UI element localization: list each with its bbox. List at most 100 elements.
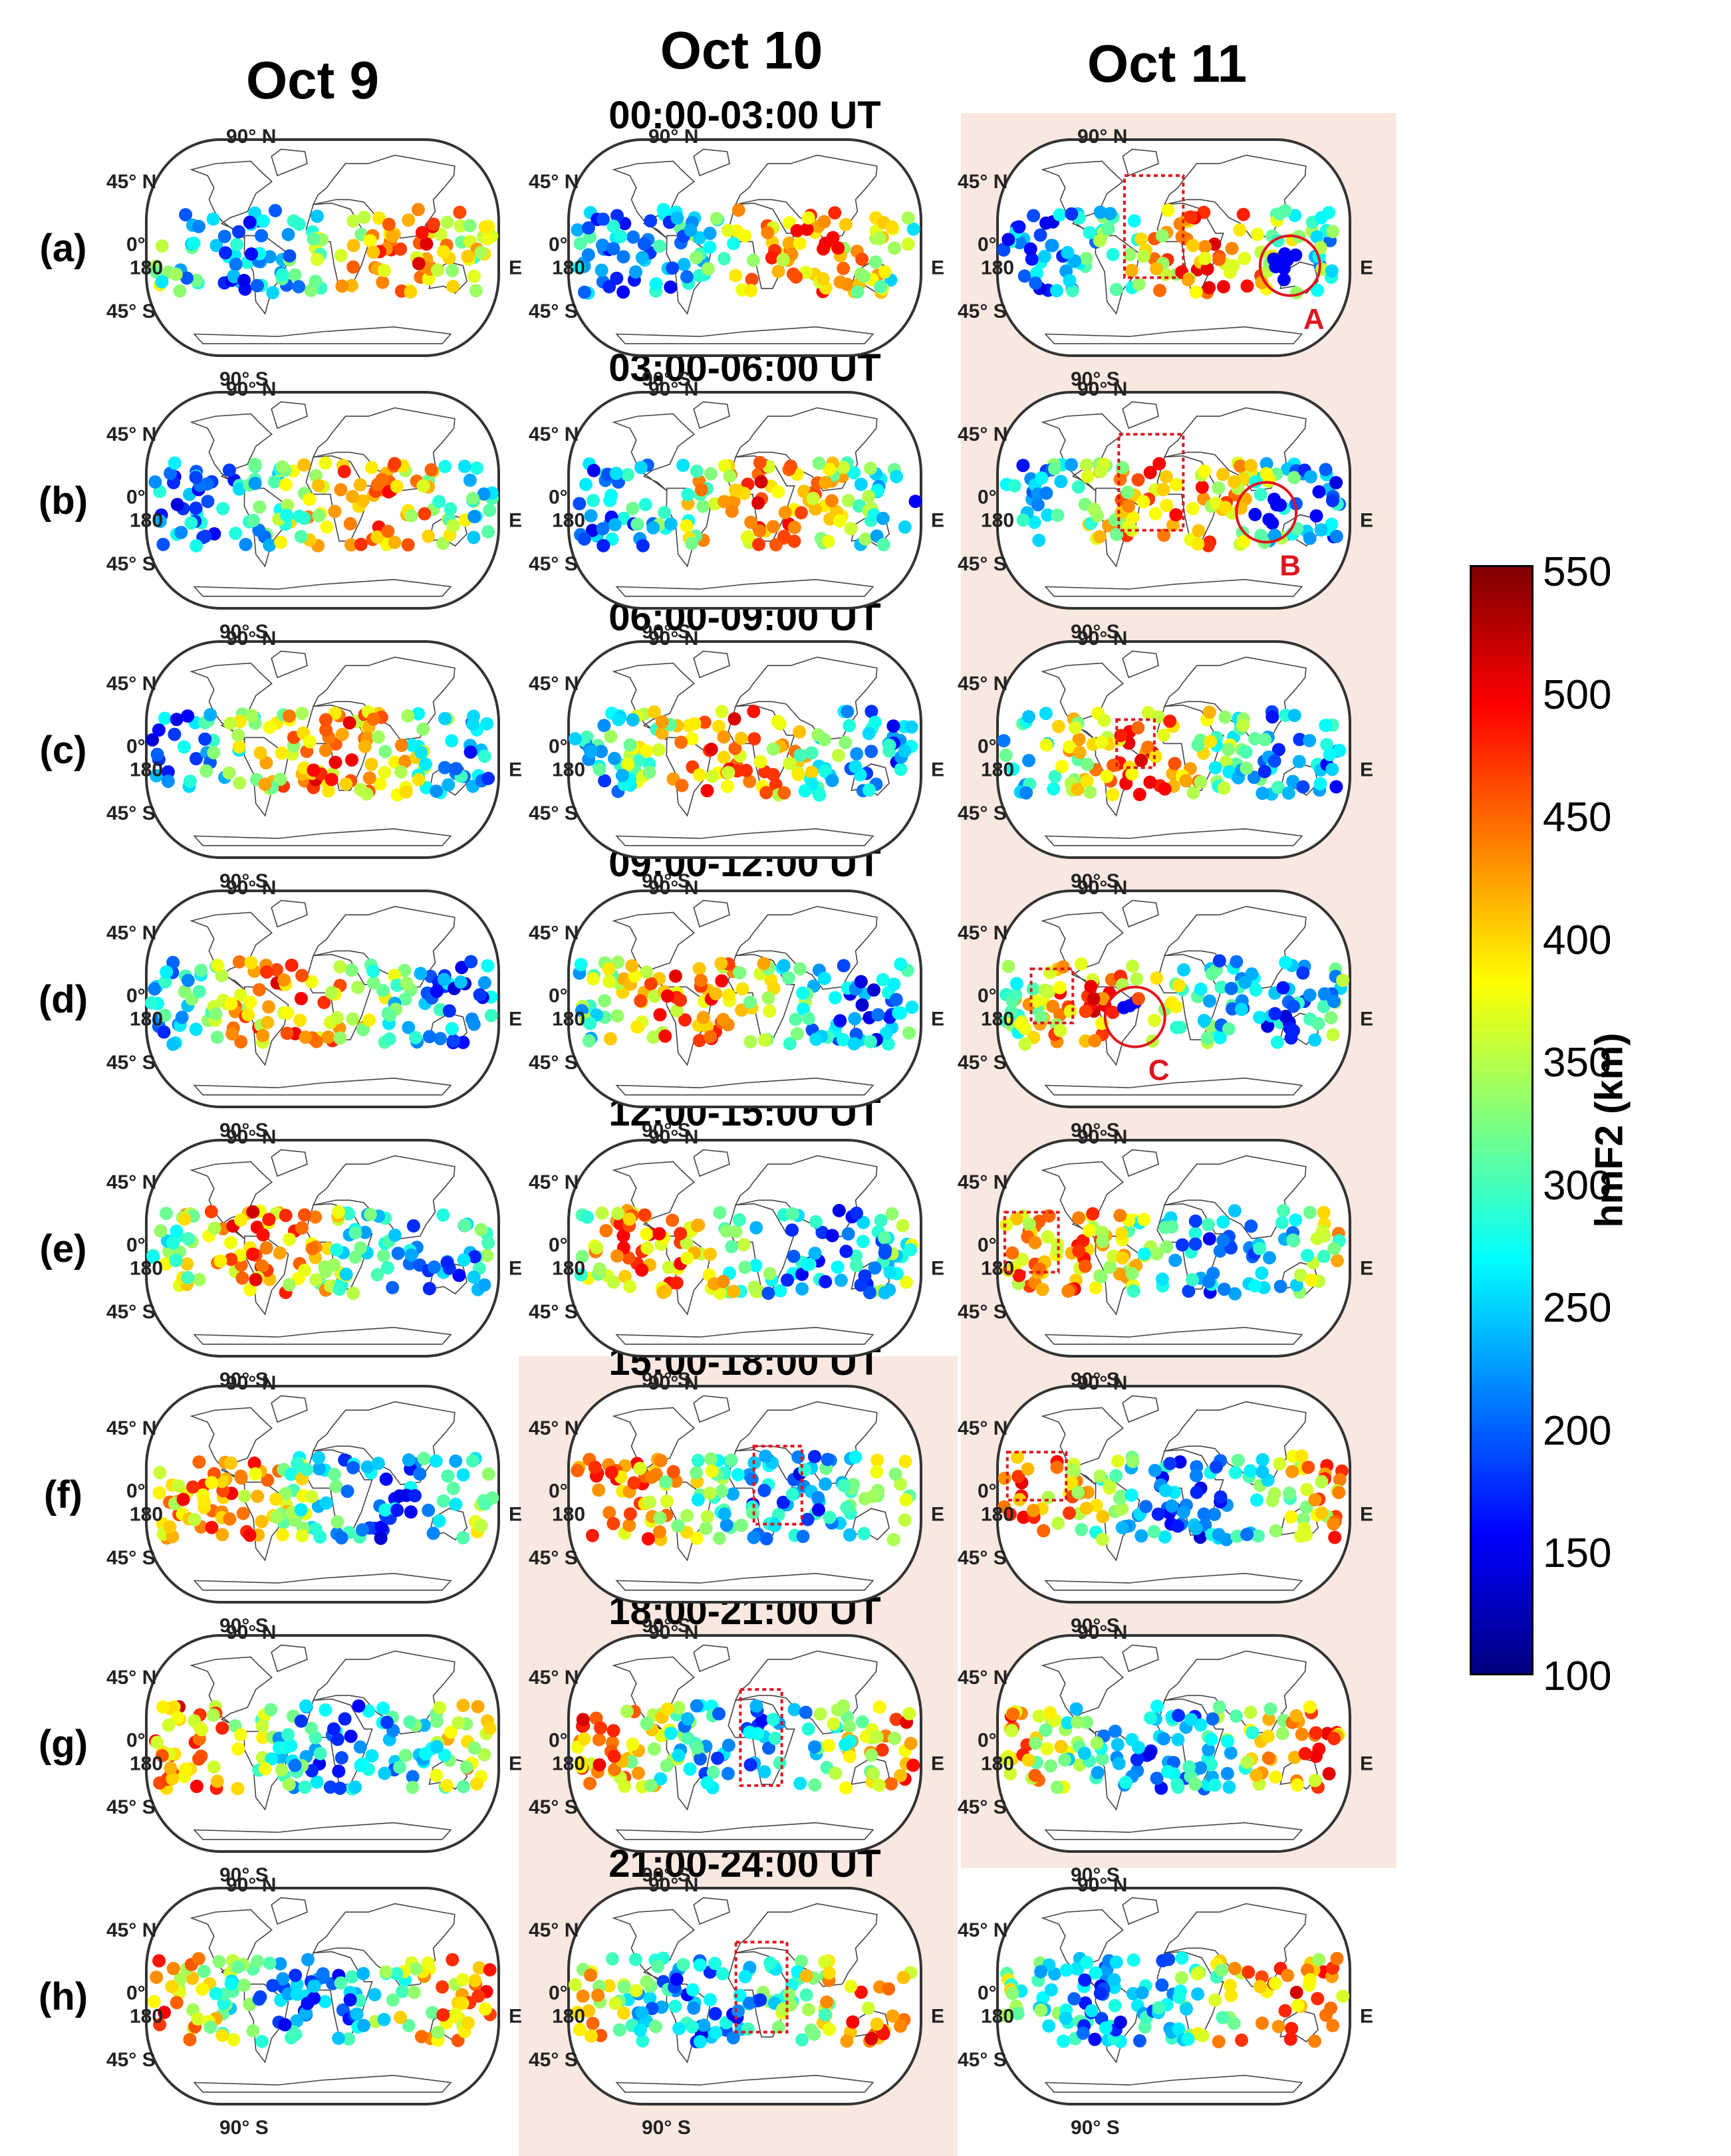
hmf2-point <box>885 220 899 234</box>
coastline <box>1156 704 1224 791</box>
hmf2-point <box>1332 1485 1346 1499</box>
hmf2-point <box>1298 1746 1312 1760</box>
hmf2-point <box>422 1030 436 1044</box>
hmf2-point <box>394 765 408 779</box>
hmf2-point <box>757 1033 771 1047</box>
hmf2-point <box>1071 1485 1085 1499</box>
hmf2-point <box>1314 211 1328 225</box>
hmf2-point <box>684 223 698 237</box>
hmf2-point <box>311 209 324 223</box>
hmf2-point <box>354 782 368 796</box>
coastline <box>193 1822 452 1840</box>
hmf2-point <box>370 530 384 544</box>
hmf2-point <box>749 1699 763 1713</box>
hmf2-point <box>861 2001 875 2015</box>
hmf2-point <box>239 538 253 551</box>
hmf2-point <box>1202 1274 1216 1288</box>
hmf2-point <box>726 1487 740 1501</box>
hmf2-point <box>999 1218 1013 1232</box>
hmf2-point <box>438 761 452 775</box>
hmf2-point <box>1308 1493 1322 1506</box>
hmf2-point <box>908 495 922 509</box>
hmf2-point <box>1234 1003 1248 1017</box>
lat-label-0: 0° <box>978 234 997 256</box>
hmf2-point <box>1325 517 1339 531</box>
hmf2-point <box>422 529 436 543</box>
colorbar-tick: 500 <box>1543 671 1612 718</box>
hmf2-point <box>1053 1024 1067 1037</box>
hmf2-point <box>670 1004 684 1018</box>
hmf2-point <box>878 1231 891 1245</box>
hmf2-point <box>432 1514 446 1528</box>
hmf2-point <box>593 1262 606 1276</box>
hmf2-point <box>808 1740 821 1754</box>
hmf2-point <box>1107 759 1120 773</box>
hmf2-point <box>430 1768 444 1782</box>
hmf2-point <box>812 456 826 470</box>
hmf2-point <box>1131 992 1145 1006</box>
hmf2-point <box>1247 771 1261 784</box>
hmf2-point <box>1312 1953 1326 1967</box>
hmf2-point <box>363 1207 377 1221</box>
hmf2-point <box>837 461 851 475</box>
hmf2-point <box>644 977 658 991</box>
hmf2-point <box>769 778 783 792</box>
hmf2-point <box>408 1489 422 1502</box>
hmf2-point <box>640 965 654 979</box>
hmf2-point <box>1063 1506 1076 1520</box>
hmf2-point <box>620 468 634 482</box>
anomaly-circle <box>1103 985 1166 1048</box>
hmf2-point <box>773 1284 787 1298</box>
hmf2-point <box>777 529 791 543</box>
hmf2-point <box>1106 788 1120 802</box>
hmf2-point <box>690 1531 704 1545</box>
hmf2-point <box>1286 775 1300 788</box>
hmf2-point <box>1250 1493 1264 1507</box>
hmf2-point <box>1001 959 1015 973</box>
hmf2-point <box>1119 1776 1132 1790</box>
lon-label-180: 180 <box>130 2006 163 2028</box>
hmf2-point <box>831 1260 845 1274</box>
hmf2-point <box>997 734 1011 748</box>
hmf2-point <box>1029 276 1043 290</box>
hmf2-point <box>1148 1013 1162 1027</box>
coastline <box>1163 154 1307 239</box>
hmf2-point <box>858 1269 872 1283</box>
hmf2-point <box>1175 1238 1189 1252</box>
coastline <box>193 326 452 344</box>
hmf2-point <box>1281 250 1295 264</box>
hmf2-point <box>1249 1768 1263 1782</box>
coastline <box>734 656 878 741</box>
hmf2-point <box>481 959 495 973</box>
hmf2-point <box>234 1035 248 1048</box>
hmf2-point <box>478 2002 492 2016</box>
hmf2-point <box>729 269 743 283</box>
hmf2-point <box>1132 277 1146 291</box>
hmf2-point <box>483 1963 497 1976</box>
hmf2-point <box>1094 465 1107 479</box>
hmf2-point <box>372 730 385 744</box>
hmf2-point <box>340 1485 354 1498</box>
hmf2-point <box>402 1453 416 1467</box>
coastline <box>193 1572 452 1591</box>
hmf2-point <box>462 2016 475 2030</box>
hmf2-point <box>442 1004 456 1018</box>
hmf2-point <box>190 539 203 552</box>
hmf2-point <box>759 1449 773 1463</box>
map-panel: 90° N45° N0°180 E45° S90° S <box>106 877 522 1141</box>
hmf2-point <box>794 506 808 520</box>
coastline <box>1122 1644 1159 1673</box>
hmf2-point <box>1229 1709 1243 1723</box>
hmf2-point <box>1113 1491 1127 1505</box>
hmf2-point <box>1159 470 1173 484</box>
hmf2-point <box>1126 1455 1140 1469</box>
hmf2-point <box>1155 229 1169 243</box>
hmf2-point <box>1244 1705 1258 1719</box>
hmf2-point <box>715 974 729 988</box>
lon-label-e: E <box>931 1009 944 1030</box>
hmf2-point <box>398 963 412 977</box>
hmf2-point <box>400 977 414 991</box>
lon-label-e: E <box>1360 2006 1373 2028</box>
hmf2-point <box>230 237 243 251</box>
hmf2-point <box>1039 707 1053 721</box>
